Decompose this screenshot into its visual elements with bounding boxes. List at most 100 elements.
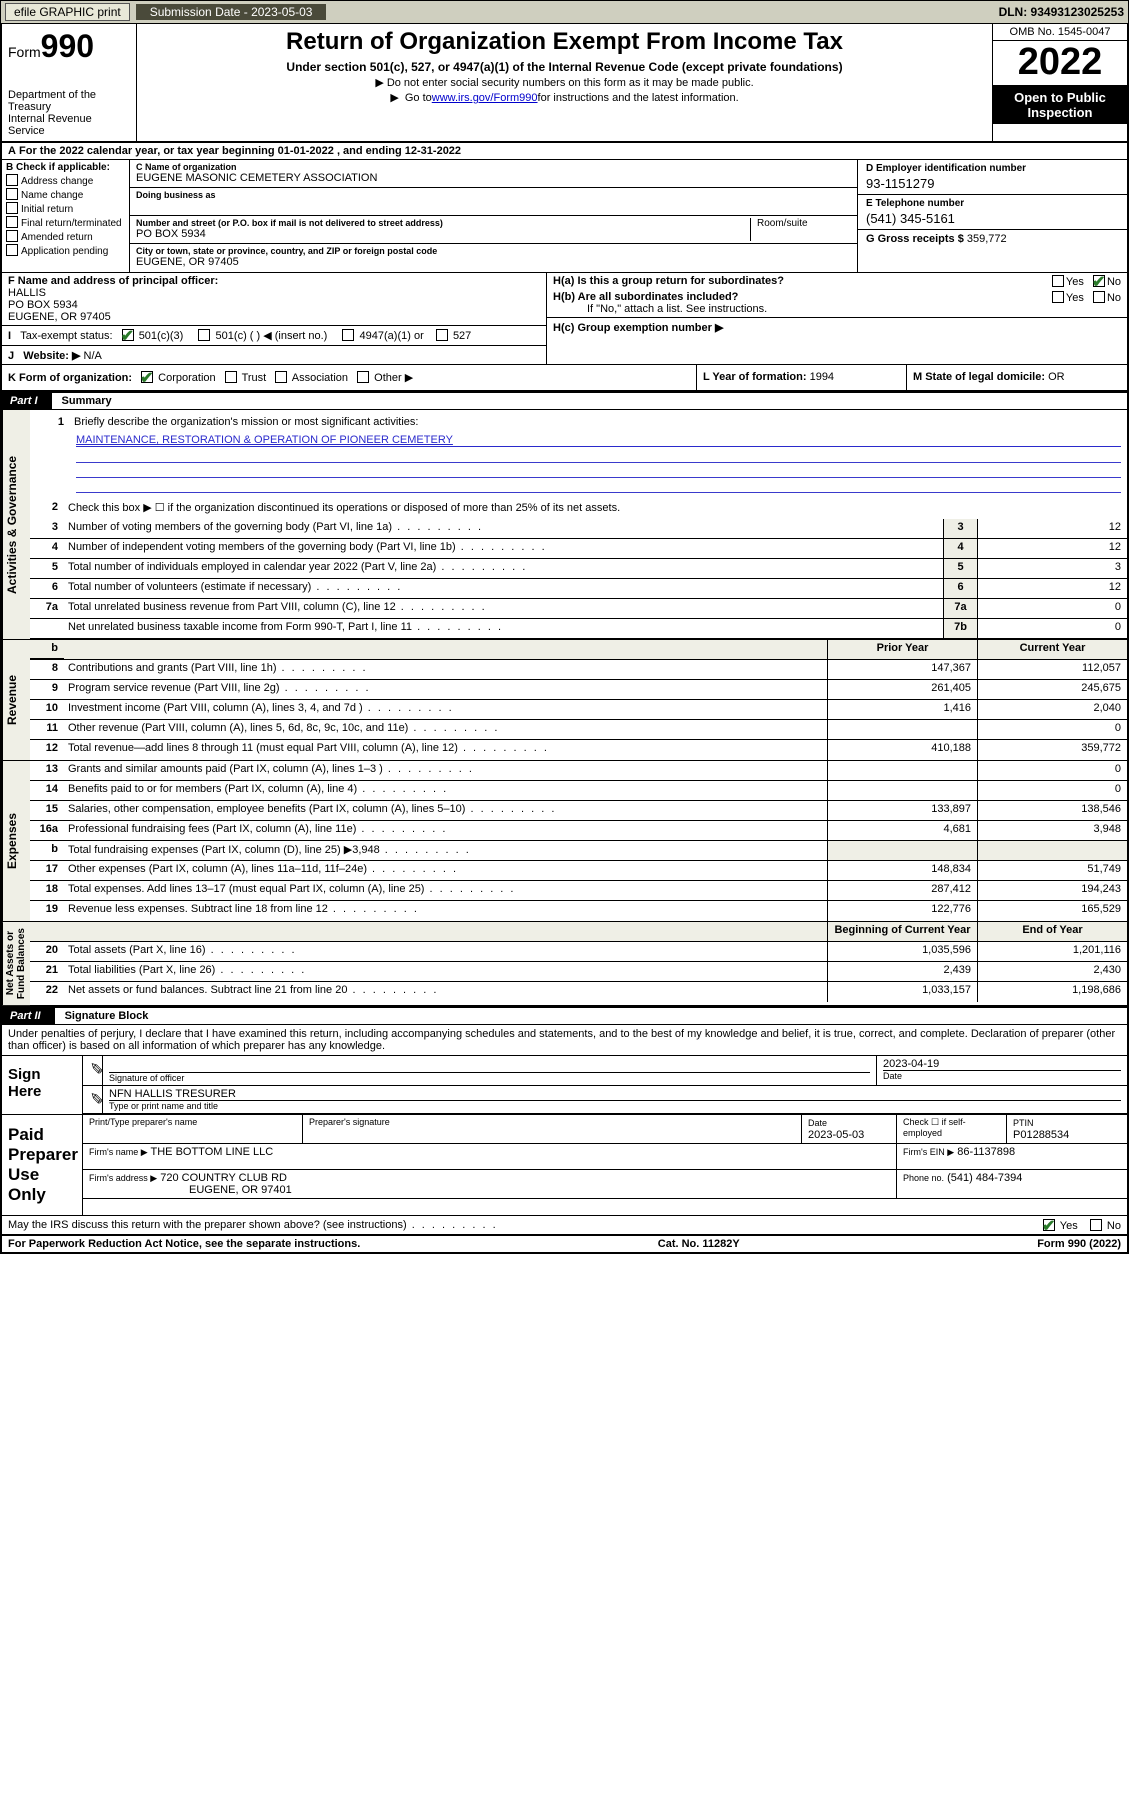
q2-label: Check this box ▶ ☐ if the organization d…: [64, 499, 1127, 519]
discuss-yes[interactable]: [1043, 1219, 1055, 1231]
firm-addr: 720 COUNTRY CLUB RD: [160, 1172, 287, 1184]
sig-date: 2023-04-19: [883, 1058, 1121, 1070]
side-expenses: Expenses: [2, 761, 30, 921]
ein: 93-1151279: [866, 174, 1119, 191]
h-b-note: If "No," attach a list. See instructions…: [547, 303, 1127, 318]
signature-block: Under penalties of perjury, I declare th…: [0, 1025, 1129, 1236]
chk-527[interactable]: [436, 329, 448, 341]
gross-receipts: 359,772: [967, 233, 1007, 245]
ha-no[interactable]: [1093, 275, 1105, 287]
table-row: 10Investment income (Part VIII, column (…: [30, 700, 1127, 720]
paid-preparer-label: Paid Preparer Use Only: [2, 1115, 82, 1215]
table-row: 7aTotal unrelated business revenue from …: [30, 599, 1127, 619]
firm-name: THE BOTTOM LINE LLC: [151, 1146, 274, 1158]
topbar: efile GRAPHIC print Submission Date - 20…: [0, 0, 1129, 24]
table-row: 14Benefits paid to or for members (Part …: [30, 781, 1127, 801]
firm-phone: (541) 484-7394: [947, 1172, 1022, 1184]
table-row: Net unrelated business taxable income fr…: [30, 619, 1127, 639]
chk-address-change[interactable]: Address change: [6, 174, 125, 187]
officer-name: HALLIS: [8, 287, 46, 299]
chk-501c3[interactable]: [122, 329, 134, 341]
table-row: 6Total number of volunteers (estimate if…: [30, 579, 1127, 599]
chk-name-change[interactable]: Name change: [6, 188, 125, 201]
chk-trust[interactable]: [225, 371, 237, 383]
org-city: EUGENE, OR 97405: [136, 256, 851, 268]
h-b-label: H(b) Are all subordinates included?: [553, 291, 738, 303]
form-number: Form990: [8, 28, 130, 65]
state-domicile: OR: [1048, 371, 1065, 383]
tax-year: 2022: [993, 41, 1127, 86]
table-row: 22Net assets or fund balances. Subtract …: [30, 982, 1127, 1002]
omb-number: OMB No. 1545-0047: [993, 24, 1127, 41]
chk-other[interactable]: [357, 371, 369, 383]
chk-corp[interactable]: [141, 371, 153, 383]
firm-ein: 86-1137898: [957, 1146, 1015, 1158]
chk-final-return[interactable]: Final return/terminated: [6, 216, 125, 229]
dept-label: Department of the Treasury Internal Reve…: [8, 89, 130, 137]
ha-yes[interactable]: [1052, 275, 1064, 287]
page-footer: For Paperwork Reduction Act Notice, see …: [0, 1236, 1129, 1254]
dln-label: DLN: 93493123025253: [999, 5, 1124, 19]
side-revenue: Revenue: [2, 640, 30, 760]
chk-4947[interactable]: [342, 329, 354, 341]
table-row: 5Total number of individuals employed in…: [30, 559, 1127, 579]
form-note-ssn: Do not enter social security numbers on …: [143, 76, 986, 89]
table-row: 12Total revenue—add lines 8 through 11 (…: [30, 740, 1127, 760]
table-row: 4Number of independent voting members of…: [30, 539, 1127, 559]
submission-date-button[interactable]: Submission Date - 2023-05-03: [136, 4, 327, 20]
prep-date: 2023-05-03: [808, 1129, 864, 1141]
form-title: Return of Organization Exempt From Incom…: [143, 28, 986, 56]
sig-name: NFN HALLIS TRESURER: [109, 1088, 1121, 1100]
table-row: bTotal fundraising expenses (Part IX, co…: [30, 841, 1127, 861]
chk-initial-return[interactable]: Initial return: [6, 202, 125, 215]
efile-button[interactable]: efile GRAPHIC print: [5, 3, 130, 21]
form-note-link: Go to www.irs.gov/Form990 for instructio…: [143, 91, 986, 104]
section-de: D Employer identification number 93-1151…: [857, 160, 1127, 272]
table-row: 15Salaries, other compensation, employee…: [30, 801, 1127, 821]
room-suite-label: Room/suite: [751, 218, 851, 241]
chk-501c[interactable]: [198, 329, 210, 341]
side-net-assets: Net Assets or Fund Balances: [2, 922, 30, 1005]
part1-header: Part I Summary: [0, 392, 1129, 410]
section-bcde: B Check if applicable: Address change Na…: [0, 160, 1129, 273]
table-row: 9Program service revenue (Part VIII, lin…: [30, 680, 1127, 700]
h-a-label: H(a) Is this a group return for subordin…: [553, 275, 784, 287]
discuss-no[interactable]: [1090, 1219, 1102, 1231]
phone: (541) 345-5161: [866, 209, 1119, 226]
table-row: 19Revenue less expenses. Subtract line 1…: [30, 901, 1127, 921]
form-header: Form990 Department of the Treasury Inter…: [0, 24, 1129, 143]
table-row: 13Grants and similar amounts paid (Part …: [30, 761, 1127, 781]
hb-no[interactable]: [1093, 291, 1105, 303]
org-address: PO BOX 5934: [136, 228, 744, 240]
table-row: 21Total liabilities (Part X, line 26)2,4…: [30, 962, 1127, 982]
eoy-hdr: End of Year: [977, 922, 1127, 941]
curr-year-hdr: Current Year: [977, 640, 1127, 659]
section-b: B Check if applicable: Address change Na…: [2, 160, 130, 272]
part2-header: Part II Signature Block: [0, 1007, 1129, 1025]
table-row: 11Other revenue (Part VIII, column (A), …: [30, 720, 1127, 740]
q1-label: Briefly describe the organization's miss…: [70, 414, 1121, 434]
table-row: 18Total expenses. Add lines 13–17 (must …: [30, 881, 1127, 901]
self-employed-check[interactable]: Check ☐ if self-employed: [897, 1115, 1007, 1143]
table-row: 17Other expenses (Part IX, column (A), l…: [30, 861, 1127, 881]
sign-here-label: Sign Here: [2, 1056, 82, 1114]
year-formation: 1994: [810, 371, 834, 383]
chk-assoc[interactable]: [275, 371, 287, 383]
table-row: 16aProfessional fundraising fees (Part I…: [30, 821, 1127, 841]
hb-yes[interactable]: [1052, 291, 1064, 303]
open-to-public: Open to Public Inspection: [993, 86, 1127, 124]
org-name: EUGENE MASONIC CEMETERY ASSOCIATION: [136, 172, 851, 184]
chk-app-pending[interactable]: Application pending: [6, 244, 125, 257]
chk-amended[interactable]: Amended return: [6, 230, 125, 243]
sig-officer-label: Signature of officer: [109, 1072, 870, 1083]
mission-text[interactable]: MAINTENANCE, RESTORATION & OPERATION OF …: [76, 434, 1121, 447]
prior-year-hdr: Prior Year: [827, 640, 977, 659]
section-fh: F Name and address of principal officer:…: [0, 273, 1129, 365]
h-c-label: H(c) Group exemption number ▶: [553, 322, 723, 334]
table-row: 3Number of voting members of the governi…: [30, 519, 1127, 539]
side-governance: Activities & Governance: [2, 410, 30, 639]
ptin: P01288534: [1013, 1129, 1069, 1141]
section-a: A For the 2022 calendar year, or tax yea…: [0, 143, 1129, 160]
table-row: 20Total assets (Part X, line 16)1,035,59…: [30, 942, 1127, 962]
irs-link[interactable]: www.irs.gov/Form990: [432, 92, 538, 104]
